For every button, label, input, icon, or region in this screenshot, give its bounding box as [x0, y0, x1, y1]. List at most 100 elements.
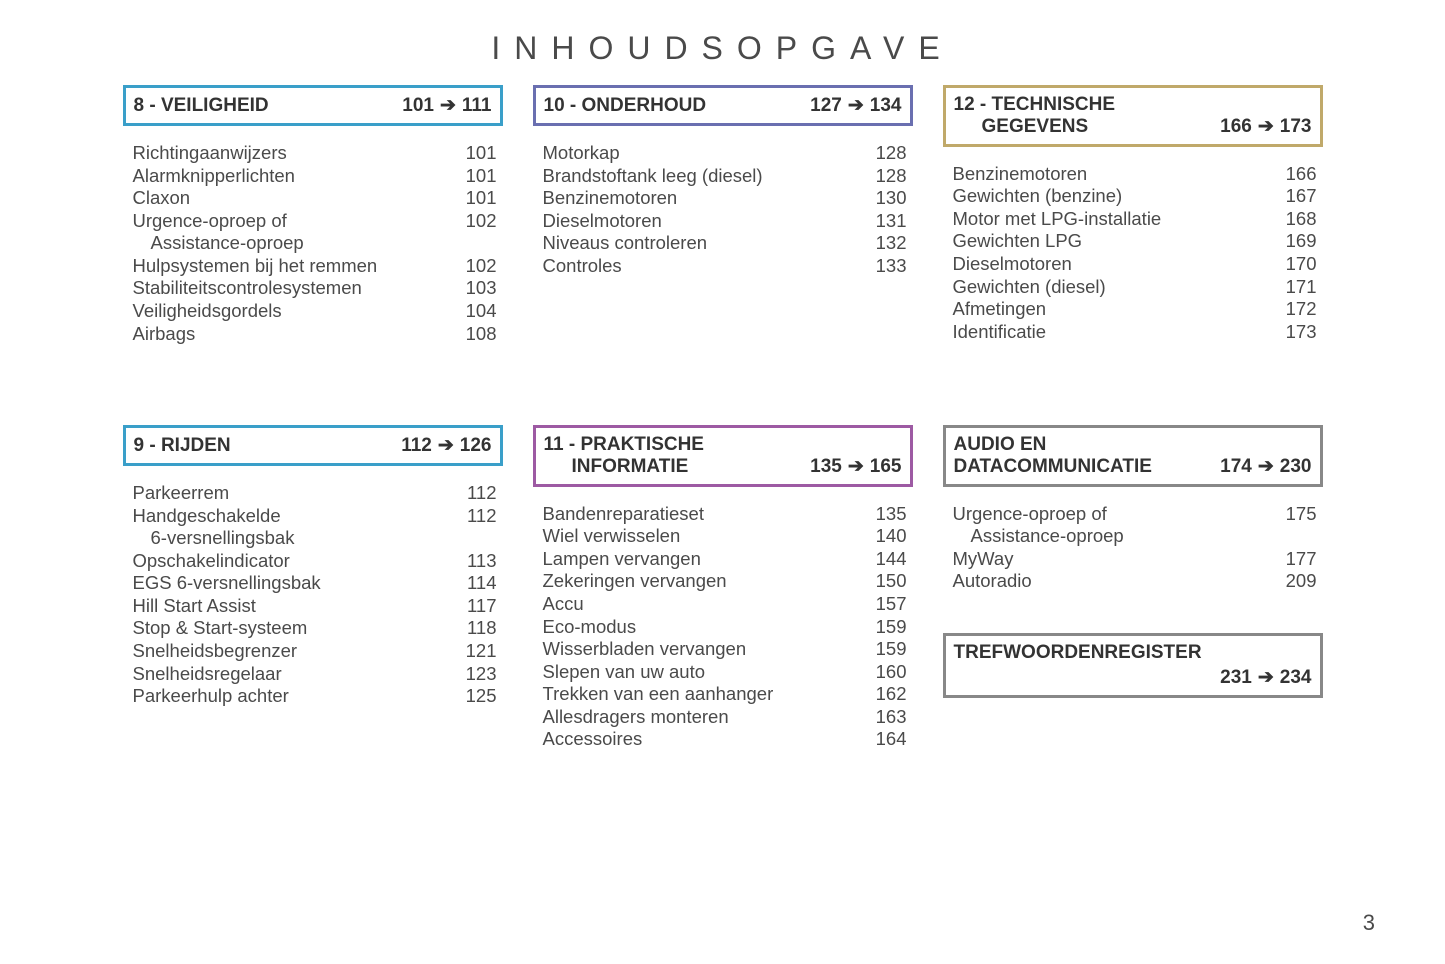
toc-item: Veiligheidsgordels104 [133, 300, 497, 323]
arrow-icon: ➔ [1258, 455, 1274, 478]
toc-item: Snelheidsregelaar123 [133, 663, 497, 686]
section-10-header: 10 - ONDERHOUD 127 ➔ 134 [533, 85, 913, 126]
toc-item-label: Handgeschakelde6-versnellingsbak [133, 505, 457, 550]
section-9-header: 9 - RIJDEN 112 ➔ 126 [123, 425, 503, 466]
section-11-title: 11 - PRAKTISCHE INFORMATIE [544, 434, 704, 478]
section-11-range: 135 ➔ 165 [810, 455, 901, 478]
section-audio-title: AUDIO EN DATACOMMUNICATIE [954, 434, 1152, 478]
section-index-title: TREFWOORDENREGISTER [954, 642, 1312, 664]
toc-item-page: 169 [1277, 230, 1317, 253]
toc-item: Identificatie173 [953, 321, 1317, 344]
toc-item-page: 121 [457, 640, 497, 663]
range-to: 234 [1280, 667, 1312, 689]
toc-item-page: 175 [1277, 503, 1317, 526]
toc-item: Opschakelindicator113 [133, 550, 497, 573]
section-audio: AUDIO EN DATACOMMUNICATIE 174 ➔ 230 Urge… [943, 425, 1323, 593]
toc-item-label: Lampen vervangen [543, 548, 867, 571]
toc-item: Controles133 [543, 255, 907, 278]
toc-item-page: 144 [867, 548, 907, 571]
toc-item-page: 140 [867, 525, 907, 548]
toc-item: Accu157 [543, 593, 907, 616]
toc-item-label: Motor met LPG-installatie [953, 208, 1277, 231]
toc-item: Gewichten (benzine)167 [953, 185, 1317, 208]
toc-item-label: EGS 6-versnellingsbak [133, 572, 457, 595]
toc-item-page: 157 [867, 593, 907, 616]
toc-item: EGS 6-versnellingsbak114 [133, 572, 497, 595]
section-audio-header: AUDIO EN DATACOMMUNICATIE 174 ➔ 230 [943, 425, 1323, 487]
range-from: 101 [402, 95, 434, 117]
toc-item-page: 159 [867, 638, 907, 661]
range-to: 111 [462, 95, 492, 117]
toc-item: Bandenreparatieset135 [543, 503, 907, 526]
title-line1: AUDIO EN [954, 434, 1047, 455]
toc-item-page: 168 [1277, 208, 1317, 231]
section-12: 12 - TECHNISCHE GEGEVENS 166 ➔ 173 Benzi… [943, 85, 1323, 345]
toc-item: Motorkap128 [543, 142, 907, 165]
range-to: 173 [1280, 116, 1312, 138]
toc-item: MyWay177 [953, 548, 1317, 571]
toc-item: Niveaus controleren132 [543, 232, 907, 255]
toc-item: Lampen vervangen144 [543, 548, 907, 571]
toc-item: Dieselmotoren170 [953, 253, 1317, 276]
section-9-title: 9 - RIJDEN [134, 435, 231, 457]
section-8-items: Richtingaanwijzers101Alarmknipperlichten… [123, 142, 503, 345]
toc-item-page: 118 [457, 617, 497, 640]
section-10-title: 10 - ONDERHOUD [544, 95, 707, 117]
toc-item-page: 167 [1277, 185, 1317, 208]
section-8: 8 - VEILIGHEID 101 ➔ 111 Richtingaanwijz… [123, 85, 503, 345]
toc-item-label: Hulpsystemen bij het remmen [133, 255, 457, 278]
section-12-header: 12 - TECHNISCHE GEGEVENS 166 ➔ 173 [943, 85, 1323, 147]
range-from: 135 [810, 456, 842, 478]
arrow-icon: ➔ [438, 434, 454, 457]
toc-item-page: 150 [867, 570, 907, 593]
section-10: 10 - ONDERHOUD 127 ➔ 134 Motorkap128Bran… [533, 85, 913, 345]
toc-item-page: 133 [867, 255, 907, 278]
toc-item-page: 177 [1277, 548, 1317, 571]
title-line2: GEGEVENS [954, 116, 1089, 137]
toc-item-label: Zekeringen vervangen [543, 570, 867, 593]
title-line2: DATACOMMUNICATIE [954, 456, 1152, 477]
toc-item-label: Snelheidsbegrenzer [133, 640, 457, 663]
toc-item-label: Claxon [133, 187, 457, 210]
toc-item: Accessoires164 [543, 728, 907, 751]
toc-item: Benzinemotoren130 [543, 187, 907, 210]
toc-item-label: Slepen van uw auto [543, 661, 867, 684]
toc-item-page: 164 [867, 728, 907, 751]
range-to: 230 [1280, 456, 1312, 478]
right-column-stack: AUDIO EN DATACOMMUNICATIE 174 ➔ 230 Urge… [943, 425, 1323, 751]
toc-item-label: MyWay [953, 548, 1277, 571]
toc-item-label: Alarmknipperlichten [133, 165, 457, 188]
toc-item-label: Allesdragers monteren [543, 706, 867, 729]
toc-item-label: Gewichten (benzine) [953, 185, 1277, 208]
toc-item: Snelheidsbegrenzer121 [133, 640, 497, 663]
arrow-icon: ➔ [848, 94, 864, 117]
toc-item-label: Benzinemotoren [543, 187, 867, 210]
toc-item-label: Gewichten LPG [953, 230, 1277, 253]
toc-item: Allesdragers monteren163 [543, 706, 907, 729]
toc-item-label: Urgence-oproep ofAssistance-oproep [953, 503, 1277, 548]
page-number: 3 [1363, 910, 1375, 936]
range-to: 134 [870, 95, 902, 117]
arrow-icon: ➔ [440, 94, 456, 117]
toc-item-page: 128 [867, 142, 907, 165]
toc-item: Airbags108 [133, 323, 497, 346]
toc-item-page: 166 [1277, 163, 1317, 186]
toc-item-label: Motorkap [543, 142, 867, 165]
toc-item-label: Airbags [133, 323, 457, 346]
toc-item: Benzinemotoren166 [953, 163, 1317, 186]
toc-item: Motor met LPG-installatie168 [953, 208, 1317, 231]
toc-item-label: Dieselmotoren [543, 210, 867, 233]
toc-item-label: Brandstoftank leeg (diesel) [543, 165, 867, 188]
toc-item-label: Parkeerhulp achter [133, 685, 457, 708]
toc-item-page: 125 [457, 685, 497, 708]
toc-item: Claxon101 [133, 187, 497, 210]
section-11: 11 - PRAKTISCHE INFORMATIE 135 ➔ 165 Ban… [533, 425, 913, 751]
section-audio-range: 174 ➔ 230 [1220, 455, 1311, 478]
toc-item-label: Bandenreparatieset [543, 503, 867, 526]
section-12-range: 166 ➔ 173 [1220, 115, 1311, 138]
section-8-title: 8 - VEILIGHEID [134, 95, 269, 117]
toc-item-label: Gewichten (diesel) [953, 276, 1277, 299]
title-line2: INFORMATIE [544, 456, 689, 477]
toc-item-label: Veiligheidsgordels [133, 300, 457, 323]
toc-item-page: 112 [457, 505, 497, 528]
